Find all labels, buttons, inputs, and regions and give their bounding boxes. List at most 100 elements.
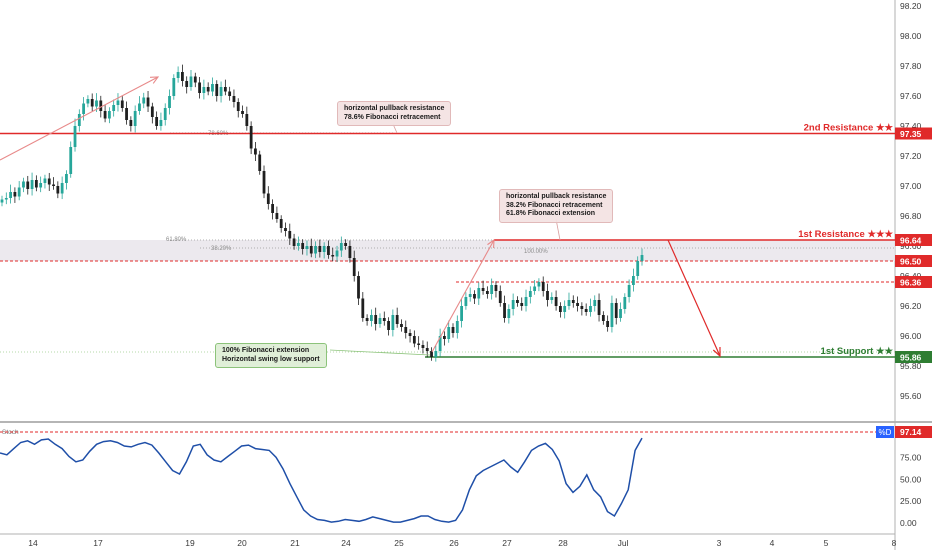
uptrend-arrow [0,76,159,161]
candle-body [292,238,296,246]
candle-body [181,72,184,81]
fib-label-382: 38.20% [211,246,232,252]
time-tick-label: 8 [892,538,897,548]
stoch-tick-label: 0.00 [900,518,917,528]
fib-label-100: 100.00% [524,249,548,255]
candle-body [584,309,588,312]
candle-body [22,181,25,188]
candle-body [258,154,262,171]
candle-body [133,111,137,126]
price-tick-label: 98.00 [900,31,922,41]
candle-body [305,246,309,249]
callout-78-6: horizontal pullback resistance 78.6% Fib… [337,101,452,127]
price-tick-label: 97.80 [900,61,922,71]
candle-body [327,246,330,255]
candle-body [279,219,283,228]
price-label-box [895,276,932,288]
candle-body [546,291,549,300]
pullback-arrow-head [487,238,495,249]
forecast-arrow-head [712,346,721,358]
candle-body [254,148,257,155]
candle-body [528,291,532,297]
candle-body [309,246,313,254]
candle-body [443,336,446,339]
stoch-tick-label: 75.00 [900,452,922,462]
candle-body [301,243,305,249]
stoch-tag-box [876,426,894,438]
candle-body [451,327,455,333]
candle-body [589,306,592,312]
candle-body [112,105,116,111]
candle-body [481,288,485,291]
candle-body [344,243,348,246]
candle-body [142,97,146,104]
candle-body [69,147,73,174]
candle-body [339,243,343,251]
time-tick-label: 28 [558,538,568,548]
price-tick-label: 98.20 [900,1,922,11]
candle-body [159,120,163,126]
candle-body [421,345,425,348]
time-tick-label: 3 [717,538,722,548]
time-tick-label: 5 [824,538,829,548]
candle-body [4,198,8,200]
callout-line: 100% Fibonacci extension [222,347,310,354]
candle-body [460,306,463,321]
candle-body [13,192,17,197]
candle-body [597,300,601,315]
candle-body [563,306,567,312]
candle-body [387,321,390,330]
candle-body [155,117,159,126]
candle-body [116,100,120,105]
candle-body [107,111,111,119]
candle-body [163,108,167,120]
callout-line: 61.8% Fibonacci extension [506,210,596,218]
candle-body [382,318,386,321]
price-tick-label: 97.00 [900,181,922,191]
candle-body [125,108,128,120]
price-tick-label: 96.20 [900,301,922,311]
time-tick-label: 17 [93,538,103,548]
candle-body [176,72,180,78]
candle-body [400,324,403,327]
candle-body [636,261,640,276]
time-tick-label: 24 [341,538,351,548]
price-tick-label: 95.60 [900,391,922,401]
candle-body [408,333,412,336]
candle-body [219,87,223,96]
price-tick-label: 97.60 [900,91,922,101]
candle-body [232,96,236,102]
candle-body [193,76,197,83]
time-tick-label: Jul [618,538,629,548]
candle-body [26,181,30,189]
candle-body [39,183,43,188]
callout-line: horizontal pullback resistance [506,193,607,200]
candle-body [189,76,193,87]
candle-body [455,321,459,333]
candle-body [606,321,610,327]
price-label-box [895,255,932,267]
price-tick-label: 97.20 [900,151,922,161]
candle-body [550,297,554,300]
candle-body [172,78,176,96]
candle-body [520,303,524,306]
candle-body [357,276,360,299]
candle-body [249,126,253,149]
candle-body [541,282,545,291]
candle-body [485,291,489,294]
candle-body [567,300,571,306]
candle-body [206,87,210,92]
candle-body [198,82,201,93]
candle-body [468,294,472,297]
candle-body [391,315,395,330]
candle-body [632,276,635,285]
candle-body [275,213,279,219]
candle-body [245,114,249,126]
candle-body [430,351,433,357]
candle-body [425,348,429,351]
candle-body [404,327,408,333]
time-tick-label: 4 [770,538,775,548]
level-name-label: 2nd Resistance ★★ [804,123,894,134]
